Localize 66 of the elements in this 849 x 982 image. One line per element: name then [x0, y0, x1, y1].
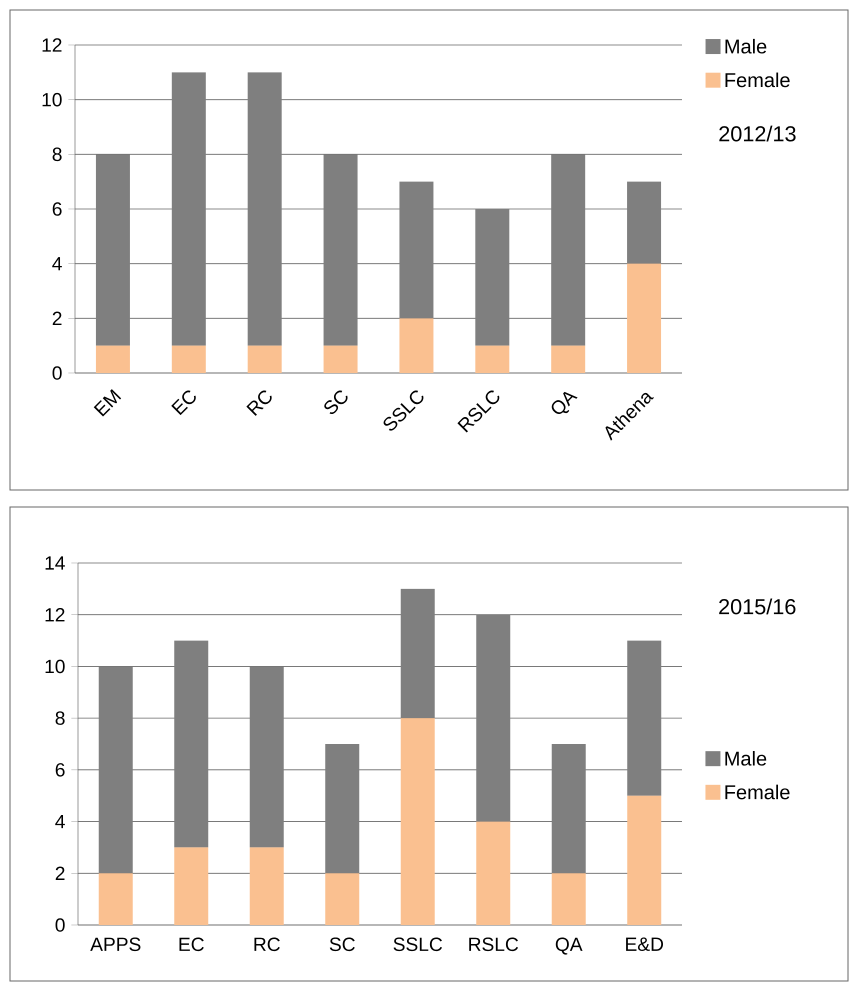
bar — [552, 744, 586, 874]
text: 2012/13 — [719, 126, 796, 142]
bar — [174, 847, 208, 925]
bar — [96, 346, 130, 373]
legend-label: Female — [726, 72, 790, 88]
y-tick-label: 10 — [42, 92, 62, 106]
y-tick-label: 12 — [42, 38, 62, 52]
y-tick-label: 8 — [56, 711, 65, 725]
y-tick-label: 8 — [52, 148, 62, 162]
bar — [172, 72, 206, 346]
legend-label: Male — [726, 38, 766, 54]
bar — [324, 346, 358, 373]
y-tick-label: 2 — [52, 312, 62, 326]
bar — [248, 72, 282, 346]
x-tick-label: SC — [324, 390, 348, 414]
y-tick-label: 14 — [46, 556, 65, 570]
bar — [98, 873, 133, 925]
y-tick-label: 4 — [52, 257, 62, 270]
x-tick-label: E&D — [626, 938, 664, 951]
y-tick-label: 6 — [52, 202, 62, 216]
bar — [475, 208, 510, 346]
bar — [399, 318, 434, 373]
x-tick-label: RC — [254, 938, 280, 952]
x-tick-label: APPS — [90, 938, 140, 952]
x-tick-label: RSLC — [469, 938, 518, 952]
bar — [325, 744, 360, 874]
y-tick-label: 10 — [46, 660, 65, 674]
bar — [551, 154, 586, 346]
bar — [248, 346, 282, 373]
y-tick-label: 2 — [56, 866, 64, 880]
bar — [551, 346, 586, 373]
bar — [98, 666, 133, 874]
bar — [250, 666, 284, 848]
bar — [400, 718, 435, 925]
bar — [552, 873, 586, 925]
bar — [96, 154, 130, 346]
bar — [400, 588, 435, 718]
y-tick-label: 0 — [52, 366, 62, 380]
bar — [399, 182, 434, 318]
text: 2015/16 — [719, 598, 796, 614]
x-tick-label: EC — [171, 390, 196, 416]
x-tick-label: QA — [556, 938, 583, 955]
bar — [627, 182, 662, 264]
x-tick-label: RC — [246, 390, 272, 416]
legend-label: Female — [725, 784, 790, 800]
bar — [174, 640, 208, 848]
bar — [627, 640, 662, 796]
bar — [172, 346, 206, 373]
y-tick-label: 0 — [56, 918, 65, 932]
bar — [325, 873, 360, 925]
bar — [476, 822, 510, 925]
legend-label: Male — [725, 751, 766, 766]
x-tick-label: QA — [552, 392, 578, 414]
bar — [627, 264, 662, 373]
bar — [250, 847, 284, 925]
bar — [324, 154, 358, 346]
bar — [627, 796, 662, 925]
y-tick-label: 6 — [56, 763, 65, 777]
y-tick-label: 12 — [46, 608, 64, 622]
x-tick-label: SSLC — [394, 938, 442, 952]
y-tick-label: 4 — [55, 814, 65, 828]
x-tick-label: SC — [330, 938, 355, 952]
x-tick-label: EC — [180, 938, 204, 952]
bar — [476, 614, 510, 822]
x-tick-label: EM — [94, 389, 122, 417]
bar — [475, 346, 510, 373]
